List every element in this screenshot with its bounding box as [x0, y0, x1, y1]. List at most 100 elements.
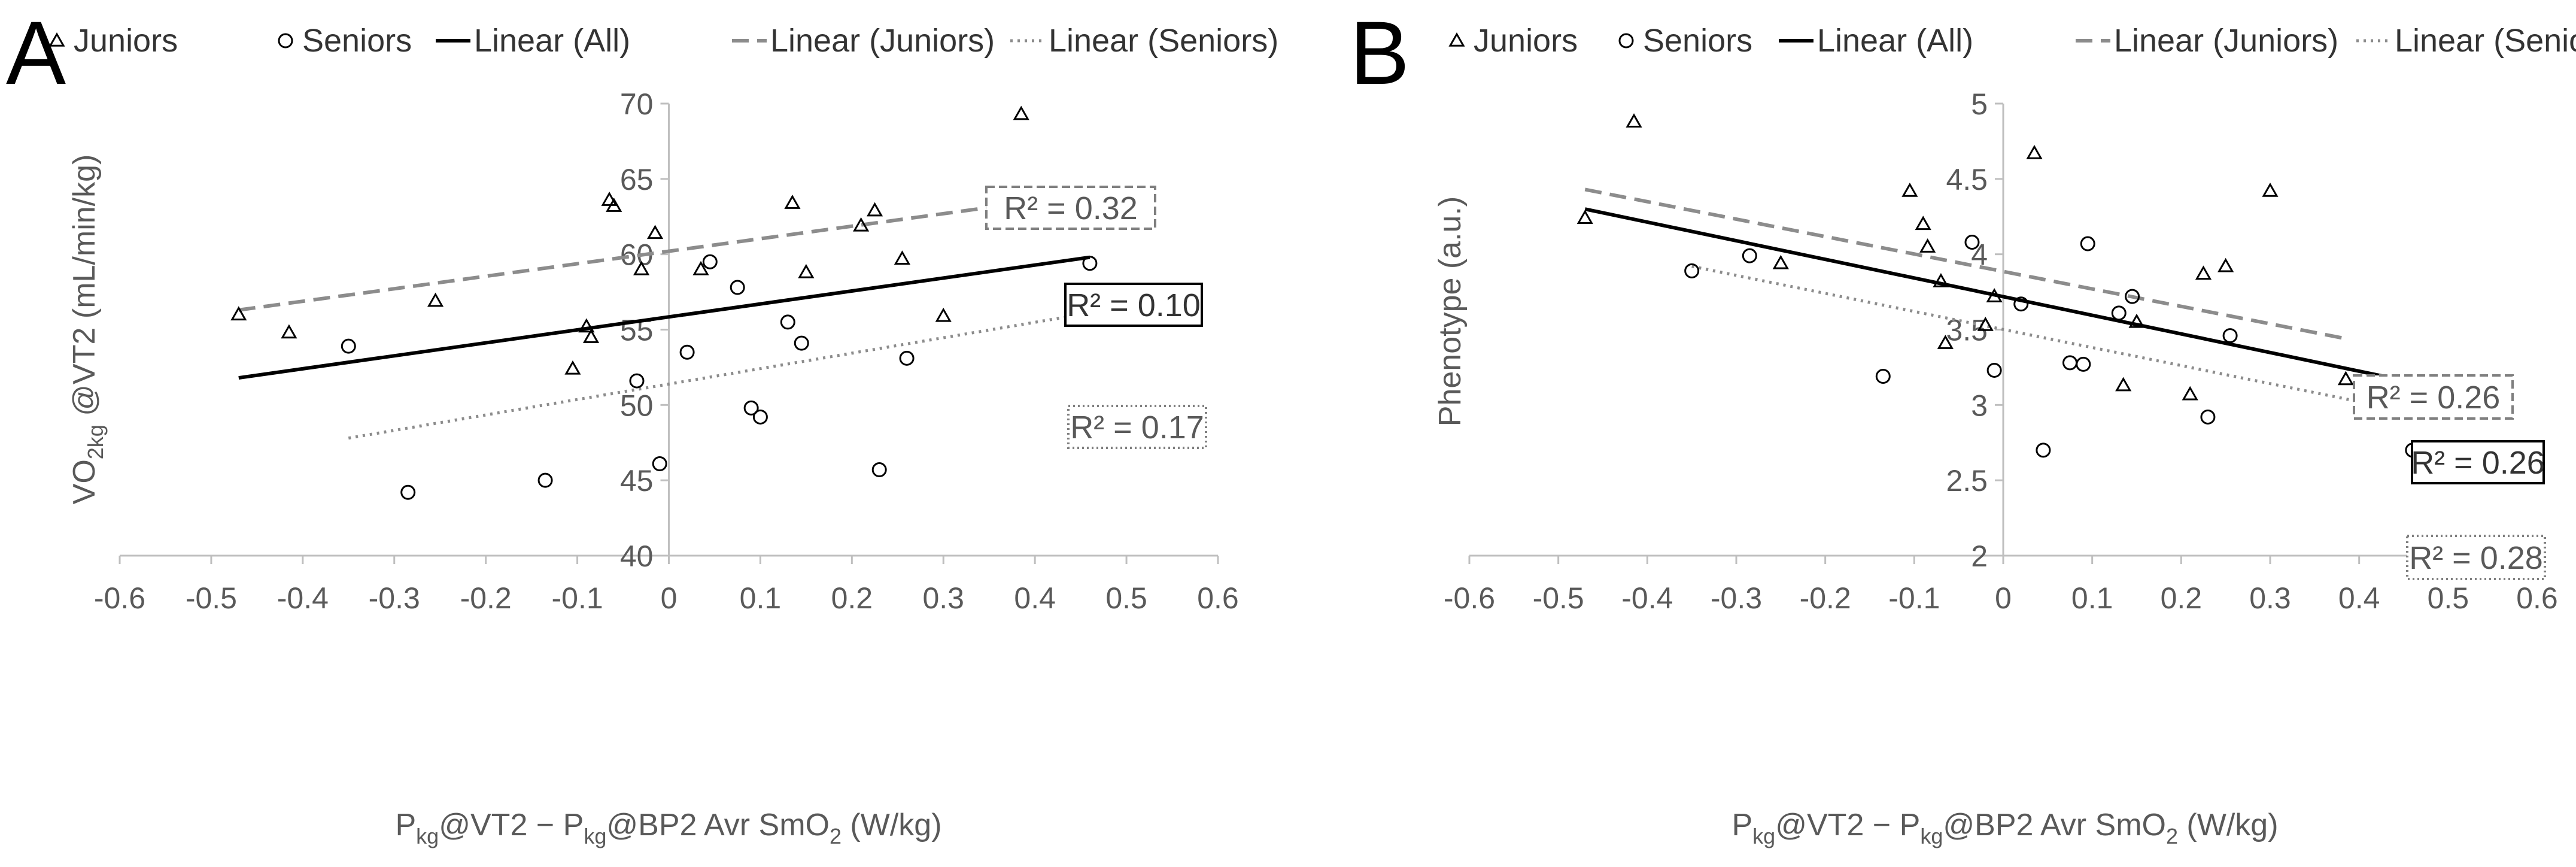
x-tick-label: 0.2	[831, 581, 873, 615]
r2-value: R² = 0.26	[2411, 445, 2545, 481]
y-tick-label: 50	[620, 389, 654, 422]
data-point-junior	[692, 260, 709, 275]
data-point-junior	[866, 202, 883, 217]
data-point-senior	[2036, 442, 2051, 458]
data-point-senior	[400, 484, 416, 500]
x-tick-label: -0.3	[1711, 581, 1762, 615]
panel-letter: B	[1350, 2, 1409, 103]
data-point-junior	[1901, 182, 1918, 197]
x-axis-title: Pkg@VT2 − Pkg@BP2 Avr SmO2 (W/kg)	[1731, 808, 2278, 848]
data-point-junior	[564, 360, 581, 375]
x-tick-label: -0.4	[1621, 581, 1673, 615]
data-point-junior	[2217, 257, 2234, 272]
data-point-junior	[1933, 272, 1949, 287]
data-point-senior	[2080, 236, 2095, 251]
legend-triangle-icon	[1448, 32, 1465, 47]
data-point-junior	[1937, 335, 1954, 349]
r2-box	[1067, 405, 1207, 449]
data-point-junior	[1915, 216, 1931, 231]
data-point-junior	[427, 292, 444, 307]
data-point-junior	[1576, 210, 1593, 225]
data-point-junior	[894, 250, 911, 265]
trendline-dotted	[348, 311, 1090, 440]
x-tick-label: -0.3	[369, 581, 420, 615]
trendline-solid	[238, 255, 1090, 380]
data-point-junior	[1986, 288, 2003, 302]
data-point-senior	[702, 254, 718, 269]
data-point-senior	[2111, 305, 2127, 321]
data-point-senior	[2125, 289, 2140, 304]
data-point-senior	[1875, 369, 1891, 384]
legend-item: Juniors	[48, 23, 178, 59]
legend-item: Linear (Seniors)	[1010, 23, 1278, 59]
legend-circle-icon	[1618, 33, 1634, 48]
y-tick-label: 65	[620, 163, 654, 196]
x-tick-label: -0.5	[186, 581, 237, 615]
panel-letter: A	[6, 2, 66, 103]
data-point-junior	[2262, 182, 2279, 197]
data-point-senior	[1986, 362, 2002, 378]
x-tick-label: 0.1	[740, 581, 782, 615]
x-tick-label: -0.4	[277, 581, 329, 615]
legend-item: Seniors	[1618, 23, 1752, 59]
data-point-senior	[730, 280, 745, 295]
data-point-junior	[606, 198, 622, 212]
r2-value: R² = 0.28	[2409, 540, 2543, 576]
legend-label: Linear (Juniors)	[770, 23, 995, 59]
data-point-junior	[935, 307, 952, 322]
data-point-junior	[784, 195, 801, 209]
r2-label-solid: R² = 0.10	[1064, 283, 1203, 327]
legend-item: Linear (Juniors)	[732, 23, 995, 59]
x-tick-label: 0.6	[2516, 581, 2558, 615]
data-point-senior	[794, 335, 809, 351]
y-tick-label: 45	[620, 464, 654, 498]
r2-label-dotted: R² = 0.17	[1067, 405, 1207, 449]
x-tick-label: 0.5	[1105, 581, 1147, 615]
legend-item: Linear (All)	[1779, 23, 1973, 59]
legend-label: Juniors	[1474, 23, 1578, 59]
data-point-senior	[752, 409, 768, 425]
y-axis-title: Phenotype (a.u.)	[1433, 196, 1468, 426]
x-tick-label: 0	[1995, 581, 2012, 615]
x-tick-label: 0.1	[2071, 581, 2113, 615]
r2-box	[2353, 374, 2514, 420]
data-point-junior	[2115, 377, 2132, 392]
data-point-senior	[1742, 248, 1757, 263]
y-tick-label: 70	[620, 87, 654, 121]
data-point-junior	[601, 192, 618, 206]
x-axis-title: Pkg@VT2 − Pkg@BP2 Avr SmO2 (W/kg)	[395, 808, 941, 848]
trendline-dashed	[238, 201, 1022, 312]
data-point-senior	[2062, 355, 2077, 371]
data-point-senior	[2200, 409, 2216, 425]
data-point-senior	[341, 338, 356, 354]
data-point-junior	[1919, 238, 1936, 253]
legend-label: Linear (Seniors)	[2395, 23, 2576, 59]
data-point-senior	[780, 314, 795, 330]
x-tick-label: -0.1	[1888, 581, 1940, 615]
legend-item: Juniors	[1448, 23, 1578, 59]
data-point-senior	[537, 472, 553, 488]
trendline-solid	[1584, 207, 2413, 384]
r2-value: R² = 0.26	[2367, 380, 2501, 416]
y-tick-label: 3	[1971, 389, 1988, 422]
x-tick-label: 0.3	[2249, 581, 2291, 615]
x-tick-label: -0.1	[551, 581, 603, 615]
data-point-junior	[646, 225, 664, 240]
data-point-junior	[1013, 105, 1029, 120]
x-tick-label: 0.4	[2338, 581, 2380, 615]
legend-item: Seniors	[278, 23, 412, 59]
legend-label: Juniors	[74, 23, 178, 59]
legend-label: Linear (Seniors)	[1049, 23, 1278, 59]
data-point-junior	[1772, 254, 1789, 269]
legend: Juniors Seniors Linear (All) Linear (Junior…	[1448, 23, 2576, 59]
x-tick-label: 0.6	[1197, 581, 1239, 615]
r2-box	[2406, 535, 2546, 580]
data-point-junior	[2128, 313, 2145, 328]
r2-label-dotted: R² = 0.28	[2406, 535, 2546, 580]
x-tick-label: -0.2	[1800, 581, 1851, 615]
r2-box	[1064, 283, 1203, 327]
y-tick-label: 2.5	[1946, 464, 1988, 498]
x-tick-label: 0.3	[922, 581, 964, 615]
data-point-junior	[2182, 386, 2198, 401]
